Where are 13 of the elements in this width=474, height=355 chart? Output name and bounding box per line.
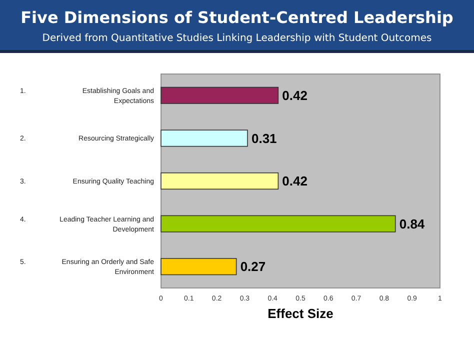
data-label: 0.42 [282,174,308,189]
bar [160,86,279,104]
bar [160,258,237,276]
bar [160,172,279,190]
chart-subtitle: Derived from Quantitative Studies Linking Leadership with Student Outcomes [42,33,432,44]
data-label: 0.42 [282,88,308,103]
data-label: 0.27 [240,259,266,274]
chart-title: Five Dimensions of Student-Centred Leadership [20,8,454,27]
data-label: 0.84 [399,216,426,232]
data-label: 0.31 [251,130,277,146]
bar [160,215,396,232]
bar [160,130,248,147]
x-axis-title: Effect Size [268,306,334,321]
